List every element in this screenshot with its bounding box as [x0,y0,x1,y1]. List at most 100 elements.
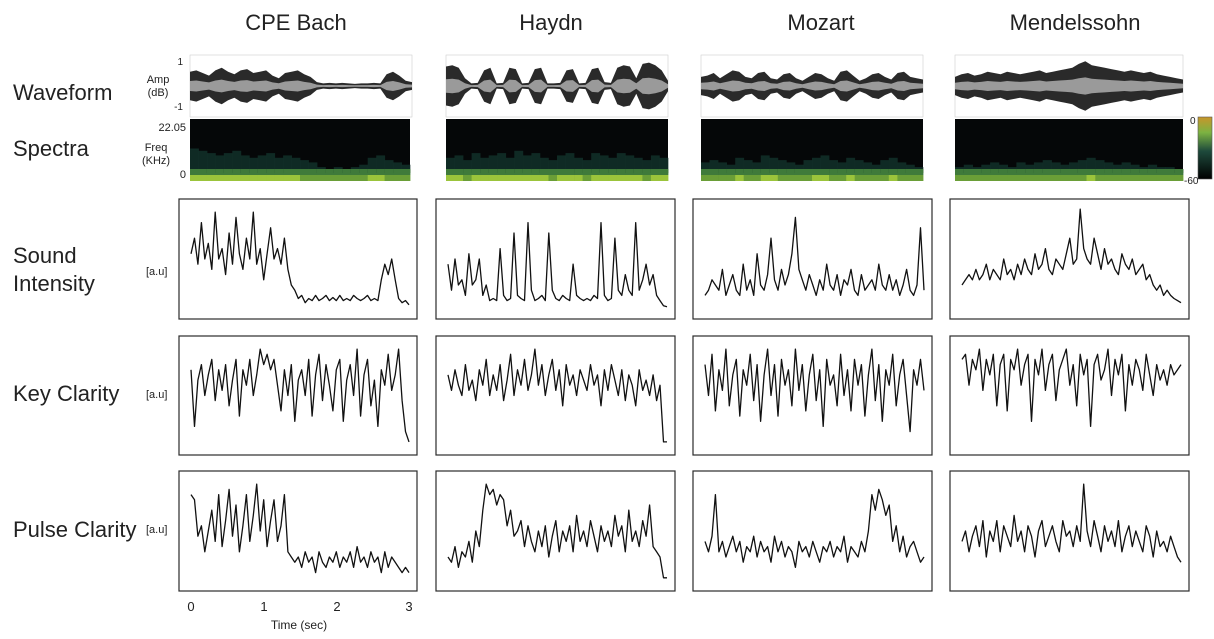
spectra-band-high [454,175,464,181]
spectra-band-low [1112,164,1122,173]
spectra-band-low [1060,164,1070,173]
spectra-band-low [266,153,276,173]
spectra-band-high [223,175,233,181]
spectra-band-low [291,157,301,174]
spectra-band-low [846,157,856,174]
spectra-band-low [240,155,250,173]
spectra-band-low [599,155,609,173]
spectra-band-low [735,157,745,174]
composer-title-mendelssohn: Mendelssohn [1010,10,1141,35]
spectra-band-high [300,175,309,181]
spectra-band-mid [863,169,873,175]
spectra-band-high [735,175,745,181]
spectra-band-low [539,157,549,174]
spectra-band-high [829,175,838,181]
spectra-band-high [642,175,652,181]
sound-intensity-panel-mozart [692,198,933,320]
spectra-band-mid [582,169,592,175]
x-axis-label: Time (sec) [271,618,327,632]
spectra-band-low [249,157,259,174]
spectra-band-low [376,155,386,173]
spectra-band-mid [1033,169,1044,175]
spectra-band-mid [1130,169,1140,175]
spectra-band-mid [223,169,233,175]
spectra-band-mid [888,169,898,175]
key-clarity-panel-cpe-bach [178,335,418,456]
spectra-band-low [897,162,907,173]
spectra-band-high [531,175,541,181]
spectra-band-mid [206,169,216,175]
spectra-band-high [599,175,609,181]
spectra-band-high [1069,175,1079,181]
spectra-band-low [1069,162,1079,173]
spectra-band-low [522,155,532,173]
spectra-band-high [633,175,643,181]
waveform-unit-amp: Amp [147,74,170,86]
row-label-sound: Sound [13,243,77,268]
pulse-clarity-panel-mozart [692,470,933,592]
spectra-band-mid [240,169,250,175]
spectra-band-low [650,155,660,173]
spectra-band-high [548,175,558,181]
spectra-band-low [257,155,267,173]
spectra-band-high [1077,175,1087,181]
spectra-band-low [1121,162,1131,173]
spectra-band-mid [990,169,1000,175]
spectra-band-mid [548,169,558,175]
spectra-band-high [471,175,481,181]
spectra-band-mid [190,169,199,175]
spectra-band-low [359,164,369,173]
spectra-band-mid [316,169,326,175]
spectra-band-mid [565,169,575,175]
spectra-band-high [522,175,532,181]
spectra-band-mid [972,169,982,175]
spectra-band-low [709,160,719,173]
pulse-clarity-line-cpe-bach [190,483,410,574]
spectra-band-low [574,157,583,174]
spectra-band-mid [308,169,318,175]
spectra-band-high [718,175,727,181]
spectra-band-low [642,160,652,173]
spectra-band-mid [1077,169,1087,175]
spectra-band-mid [342,169,352,175]
spectra-band-high [794,175,804,181]
pulse-clarity-line-mendelssohn [961,483,1182,563]
waveform-core-mendelssohn [955,77,1183,95]
spectra-band-high [333,175,343,181]
spectra-band-high [871,175,881,181]
spectra-band-mid [1121,169,1131,175]
spectra-band-low [1025,164,1035,173]
spectra-band-high [565,175,575,181]
spectra-band-low [215,155,225,173]
spectra-band-mid [446,169,455,175]
spectra-band-mid [325,169,335,175]
spectra-band-low [888,157,898,174]
spectra-band-mid [1165,169,1175,175]
spectra-band-high [701,175,710,181]
spectra-band-low [1147,164,1158,173]
spectra-band-mid [726,169,736,175]
spectra-band-mid [777,169,787,175]
spectra-band-high [743,175,753,181]
spectra-band-low [743,160,753,173]
spectra-band-high [582,175,592,181]
spectra-band-mid [376,169,386,175]
spectra-band-high [777,175,787,181]
spectra-band-mid [300,169,309,175]
spectra-band-high [616,175,626,181]
spectra-band-high [393,175,402,181]
spectra-band-mid [591,169,601,175]
row-label-intensity: Intensity [13,271,95,296]
spectra-band-low [557,155,566,173]
key-clarity-line-mendelssohn [961,348,1182,428]
spectra-band-mid [1042,169,1052,175]
spectra-band-mid [291,169,301,175]
spectra-band-low [582,160,592,173]
spectra-band-low [190,148,199,173]
spectra-band-mid [718,169,727,175]
sound-intensity-line-mozart [704,216,925,297]
spectra-band-mid [955,169,965,175]
spectra-band-high [367,175,377,181]
spectra-band-mid [897,169,907,175]
